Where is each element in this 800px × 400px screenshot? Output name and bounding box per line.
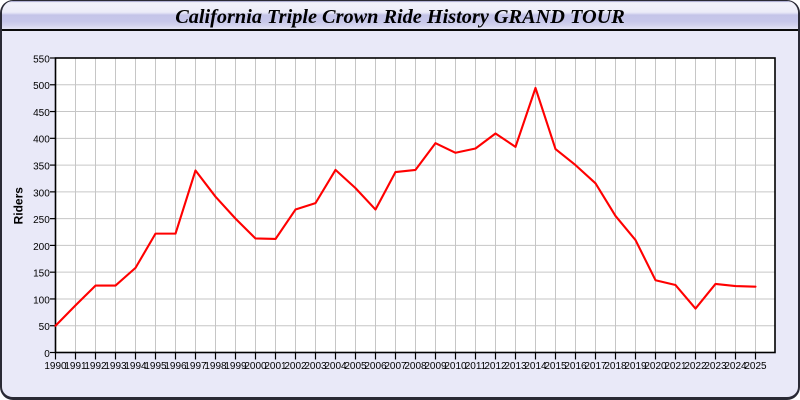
svg-text:2006: 2006 <box>364 361 387 372</box>
svg-text:2017: 2017 <box>584 361 607 372</box>
svg-text:2002: 2002 <box>284 361 307 372</box>
svg-text:2012: 2012 <box>484 361 507 372</box>
svg-text:1994: 1994 <box>124 361 147 372</box>
svg-text:2025: 2025 <box>744 361 767 372</box>
svg-text:2011: 2011 <box>465 361 487 372</box>
svg-text:2003: 2003 <box>304 361 327 372</box>
svg-text:400: 400 <box>33 135 50 146</box>
svg-text:2020: 2020 <box>644 361 667 372</box>
svg-text:2024: 2024 <box>724 361 747 372</box>
svg-text:1999: 1999 <box>224 361 247 372</box>
svg-text:300: 300 <box>33 188 50 199</box>
svg-text:150: 150 <box>33 269 50 280</box>
svg-text:0: 0 <box>44 349 50 360</box>
svg-text:100: 100 <box>33 295 50 306</box>
svg-text:1997: 1997 <box>184 361 207 372</box>
svg-text:2014: 2014 <box>524 361 547 372</box>
svg-text:Riders: Riders <box>12 187 26 225</box>
svg-text:2009: 2009 <box>424 361 447 372</box>
svg-text:550: 550 <box>33 54 50 65</box>
svg-text:2008: 2008 <box>404 361 427 372</box>
svg-text:1993: 1993 <box>104 361 127 372</box>
svg-text:1990: 1990 <box>44 361 67 372</box>
svg-text:1996: 1996 <box>164 361 187 372</box>
svg-text:2010: 2010 <box>444 361 467 372</box>
svg-text:2019: 2019 <box>624 361 647 372</box>
svg-text:350: 350 <box>33 162 50 173</box>
svg-text:2016: 2016 <box>564 361 587 372</box>
svg-text:2022: 2022 <box>684 361 707 372</box>
svg-text:2001: 2001 <box>264 361 287 372</box>
svg-text:1998: 1998 <box>204 361 227 372</box>
svg-text:2004: 2004 <box>324 361 347 372</box>
svg-text:2013: 2013 <box>504 361 527 372</box>
svg-text:1992: 1992 <box>84 361 107 372</box>
svg-text:200: 200 <box>33 242 50 253</box>
svg-text:450: 450 <box>33 108 50 119</box>
svg-text:2007: 2007 <box>384 361 407 372</box>
svg-text:2000: 2000 <box>244 361 267 372</box>
svg-text:1991: 1991 <box>64 361 87 372</box>
svg-text:2018: 2018 <box>604 361 627 372</box>
svg-text:250: 250 <box>33 215 50 226</box>
svg-text:500: 500 <box>33 81 50 92</box>
svg-text:2005: 2005 <box>344 361 367 372</box>
svg-text:50: 50 <box>39 322 51 333</box>
svg-text:2021: 2021 <box>664 361 687 372</box>
svg-text:2023: 2023 <box>704 361 727 372</box>
svg-text:1995: 1995 <box>144 361 167 372</box>
svg-text:2015: 2015 <box>544 361 567 372</box>
